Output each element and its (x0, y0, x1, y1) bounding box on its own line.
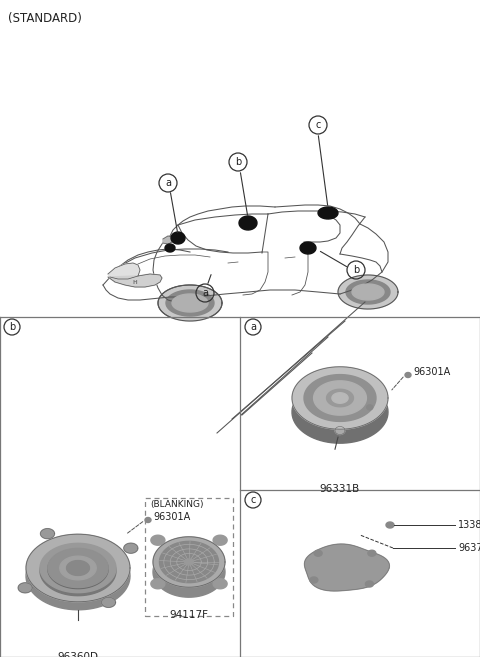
Polygon shape (67, 560, 89, 576)
Polygon shape (40, 529, 55, 539)
Polygon shape (145, 518, 151, 522)
Polygon shape (124, 543, 138, 553)
Polygon shape (338, 275, 398, 309)
Polygon shape (171, 232, 185, 244)
Text: 96331B: 96331B (320, 484, 360, 494)
Polygon shape (48, 549, 108, 587)
Polygon shape (313, 381, 366, 415)
Polygon shape (18, 583, 32, 593)
Polygon shape (159, 541, 218, 583)
Polygon shape (158, 285, 222, 321)
Text: b: b (353, 265, 359, 275)
Text: a: a (250, 322, 256, 332)
Polygon shape (367, 405, 373, 410)
Polygon shape (40, 543, 116, 593)
Polygon shape (314, 550, 322, 556)
Text: a: a (165, 178, 171, 188)
Polygon shape (40, 547, 116, 596)
Polygon shape (60, 556, 96, 580)
Polygon shape (151, 579, 165, 589)
Polygon shape (405, 373, 411, 378)
Polygon shape (213, 579, 227, 589)
Text: 94117F: 94117F (169, 610, 208, 620)
Text: (STANDARD): (STANDARD) (8, 12, 82, 25)
Polygon shape (48, 549, 108, 589)
Polygon shape (326, 389, 353, 407)
Polygon shape (108, 274, 162, 287)
Polygon shape (346, 280, 390, 304)
Polygon shape (153, 547, 225, 597)
Text: c: c (250, 495, 256, 505)
Polygon shape (166, 290, 214, 316)
Polygon shape (335, 426, 345, 434)
Text: a: a (202, 288, 208, 298)
Text: c: c (315, 120, 321, 130)
Text: (BLANKING): (BLANKING) (150, 500, 204, 509)
Polygon shape (108, 263, 140, 279)
Polygon shape (101, 597, 116, 607)
Polygon shape (165, 244, 175, 252)
Polygon shape (163, 236, 172, 244)
Text: b: b (9, 322, 15, 332)
Polygon shape (318, 207, 338, 219)
Polygon shape (185, 559, 193, 565)
Polygon shape (292, 381, 388, 443)
Polygon shape (386, 522, 394, 528)
Polygon shape (368, 550, 376, 556)
Text: 96371A: 96371A (458, 543, 480, 553)
Polygon shape (172, 294, 208, 312)
Polygon shape (352, 284, 384, 300)
Text: H: H (132, 281, 137, 286)
Text: 96360D: 96360D (58, 652, 98, 657)
Polygon shape (151, 535, 165, 545)
Polygon shape (310, 577, 318, 583)
Text: 96301A: 96301A (413, 367, 450, 377)
Polygon shape (304, 544, 389, 591)
Polygon shape (239, 216, 257, 230)
Polygon shape (293, 398, 387, 428)
Polygon shape (304, 374, 376, 421)
Polygon shape (365, 581, 373, 587)
Polygon shape (292, 367, 388, 429)
Polygon shape (26, 534, 130, 602)
Polygon shape (300, 242, 316, 254)
Polygon shape (26, 542, 130, 610)
Polygon shape (153, 537, 225, 587)
FancyBboxPatch shape (145, 498, 233, 616)
Polygon shape (332, 393, 348, 403)
Text: 96301A: 96301A (153, 512, 190, 522)
Text: 1338AC: 1338AC (458, 520, 480, 530)
Polygon shape (213, 535, 227, 545)
Text: b: b (235, 157, 241, 167)
